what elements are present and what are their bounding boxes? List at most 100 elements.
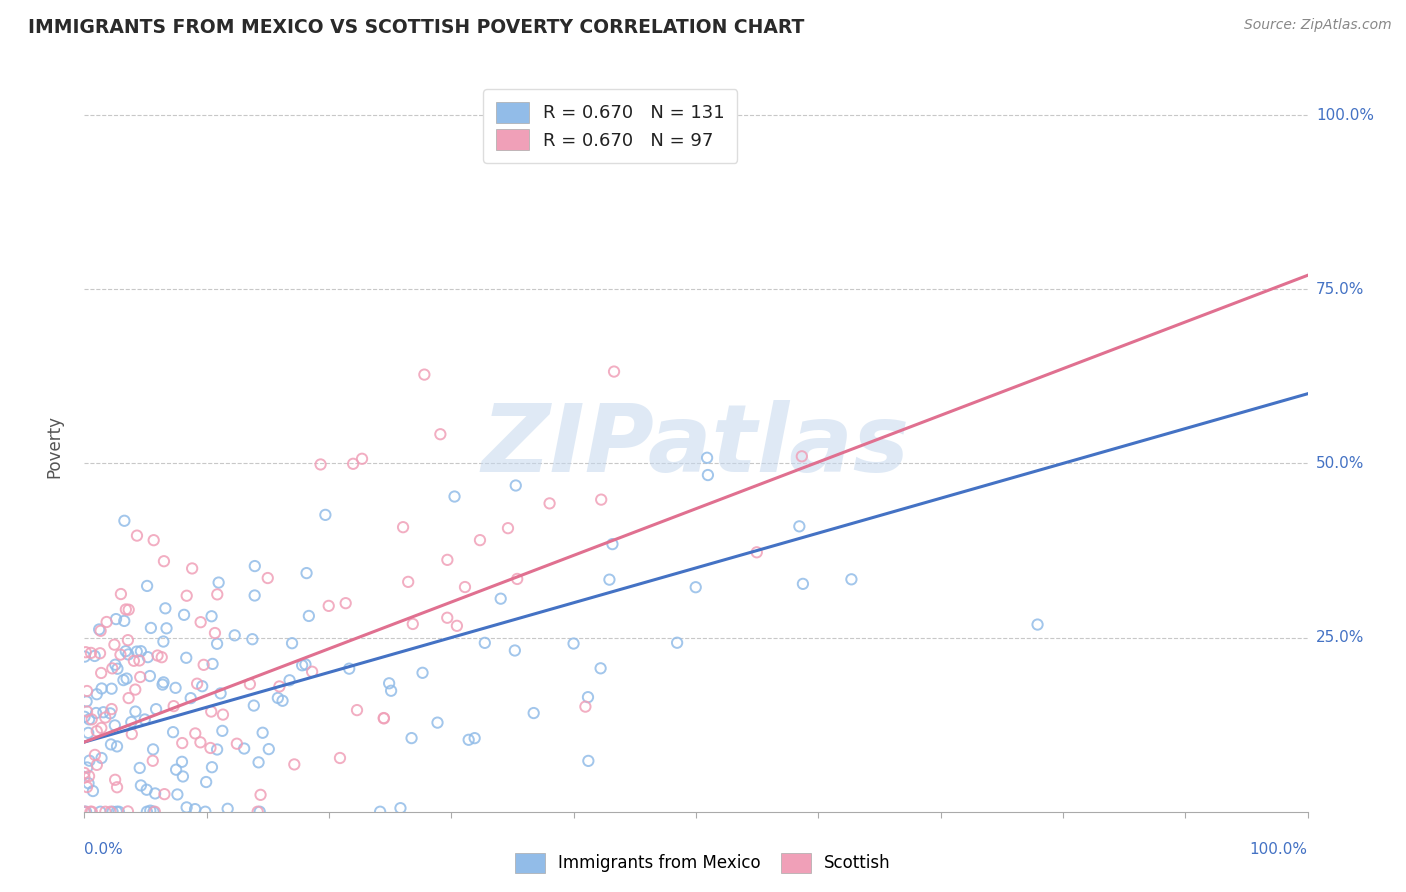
Point — [468, 533, 491, 548]
Point — [443, 490, 465, 504]
Point — [281, 636, 304, 650]
Point — [117, 805, 139, 819]
Point — [190, 735, 212, 749]
Point — [233, 741, 256, 756]
Point — [152, 675, 174, 690]
Point — [271, 694, 294, 708]
Point — [142, 754, 165, 768]
Point — [172, 736, 194, 750]
Text: ZIPatlas: ZIPatlas — [482, 400, 910, 492]
Point — [165, 763, 187, 777]
Point — [129, 670, 152, 684]
Point — [105, 739, 128, 754]
Point — [436, 553, 458, 567]
Point — [267, 690, 290, 705]
Point — [101, 661, 124, 675]
Point — [589, 661, 612, 675]
Point — [152, 677, 174, 691]
Point — [685, 580, 707, 594]
Point — [602, 537, 624, 551]
Point — [142, 742, 165, 756]
Point — [243, 559, 266, 574]
Point — [139, 804, 162, 818]
Legend: Immigrants from Mexico, Scottish: Immigrants from Mexico, Scottish — [509, 847, 897, 880]
Point — [224, 628, 246, 642]
Point — [112, 514, 135, 528]
Point — [342, 457, 364, 471]
Point — [115, 672, 138, 686]
Point — [598, 573, 620, 587]
Point — [162, 725, 184, 739]
Point — [173, 607, 195, 622]
Text: IMMIGRANTS FROM MEXICO VS SCOTTISH POVERTY CORRELATION CHART: IMMIGRANTS FROM MEXICO VS SCOTTISH POVER… — [28, 18, 804, 37]
Point — [90, 624, 112, 638]
Point — [135, 805, 157, 819]
Point — [79, 754, 101, 768]
Point — [110, 648, 132, 662]
Text: 100.0%: 100.0% — [1250, 842, 1308, 857]
Point — [252, 725, 274, 739]
Point — [243, 589, 266, 603]
Point — [335, 596, 357, 610]
Point — [77, 769, 100, 783]
Point — [294, 657, 316, 672]
Point — [152, 634, 174, 648]
Point — [163, 699, 186, 714]
Point — [402, 617, 425, 632]
Point — [76, 684, 98, 698]
Point — [368, 805, 391, 819]
Point — [200, 741, 222, 756]
Point — [80, 646, 103, 660]
Point — [104, 772, 127, 787]
Point — [73, 771, 96, 785]
Point — [77, 712, 100, 726]
Point — [291, 658, 314, 673]
Point — [496, 521, 519, 535]
Point — [240, 632, 263, 647]
Point — [100, 702, 122, 716]
Point — [112, 614, 135, 628]
Point — [86, 687, 108, 701]
Point — [145, 702, 167, 716]
Point — [790, 450, 813, 464]
Point — [193, 657, 215, 672]
Point — [474, 636, 496, 650]
Point — [117, 648, 139, 662]
Point — [591, 492, 613, 507]
Point — [184, 802, 207, 816]
Point — [257, 742, 280, 756]
Point — [190, 615, 212, 630]
Point — [247, 756, 270, 770]
Point — [413, 368, 436, 382]
Point — [256, 571, 278, 585]
Point — [104, 657, 127, 672]
Point — [89, 623, 111, 637]
Point — [207, 587, 229, 601]
Point — [114, 644, 136, 658]
Point — [170, 755, 193, 769]
Point — [105, 780, 128, 795]
Point — [200, 705, 222, 719]
Point — [118, 603, 141, 617]
Point — [90, 721, 112, 735]
Point — [100, 681, 122, 696]
Point — [212, 707, 235, 722]
Point — [180, 691, 202, 706]
Point — [841, 572, 863, 586]
Point — [121, 727, 143, 741]
Text: Source: ZipAtlas.com: Source: ZipAtlas.com — [1244, 18, 1392, 32]
Point — [201, 760, 224, 774]
Point — [429, 427, 451, 442]
Point — [165, 681, 187, 695]
Point — [84, 706, 107, 720]
Point — [205, 742, 228, 756]
Point — [603, 365, 626, 379]
Point — [86, 724, 108, 739]
Point — [76, 780, 98, 794]
Point — [79, 805, 101, 819]
Point — [576, 690, 599, 705]
Point — [136, 650, 159, 665]
Point — [176, 800, 198, 814]
Point — [115, 602, 138, 616]
Point — [107, 662, 129, 676]
